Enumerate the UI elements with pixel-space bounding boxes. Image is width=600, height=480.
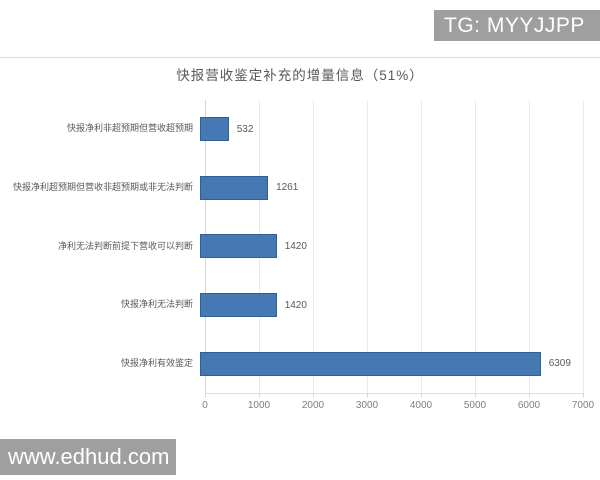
bar-row: 净利无法判断前提下营收可以判断 1420 [0,217,583,276]
bar-area: 1261 [200,159,578,218]
category-label: 快报净利无法判断 [120,299,193,310]
x-tick-label: 4000 [409,400,433,411]
tick-mark [205,393,206,397]
gridline [475,100,476,393]
bar [200,293,277,318]
bar-area: 1420 [200,217,578,276]
x-tick-label: 3000 [355,400,379,411]
value-label: 6309 [548,358,571,370]
tick-mark [475,393,476,397]
gridline [367,100,368,393]
site-watermark: www.edhud.com [0,439,176,475]
gridline [529,100,530,393]
tick-mark [583,393,584,397]
tick-mark [421,393,422,397]
value-label: 1420 [284,240,307,252]
gridline [313,100,314,393]
tick-mark [529,393,530,397]
x-tick-label: 2000 [301,400,325,411]
bar-row: 快报净利无法判断 1420 [0,276,583,335]
telegram-watermark: TG: MYYJJPP [434,10,600,41]
category-label: 快报净利有效鉴定 [120,357,193,368]
value-label: 532 [236,123,254,135]
category-label: 快报净利非超预期但营收超预期 [66,123,193,134]
x-tick-label: 5000 [463,400,487,411]
value-label: 1420 [284,299,307,311]
bar [200,175,269,200]
tick-mark [313,393,314,397]
site-watermark-text: www.edhud.com [8,444,170,469]
bar-row: 快报净利非超预期但营收超预期 532 [0,100,583,159]
bar-chart: 快报净利非超预期但营收超预期 532 快报净利超预期但营收非超预期或非无法判断 … [0,100,583,393]
bar-area: 1420 [200,276,578,335]
bar [200,234,277,259]
bar-area: 6309 [200,334,578,393]
bar-area: 532 [200,100,578,159]
telegram-watermark-text: TG: MYYJJPP [444,13,585,37]
gridline [421,100,422,393]
category-label: 净利无法判断前提下营收可以判断 [57,240,193,251]
category-label: 快报净利超预期但营收非超预期或非无法判断 [12,181,193,192]
x-axis-labels: 0 1000 2000 3000 4000 5000 6000 7000 [202,400,594,414]
x-tick-label: 7000 [571,400,595,411]
x-tick-label: 6000 [517,400,541,411]
tick-mark [259,393,260,397]
tick-mark [367,393,368,397]
bar [200,117,229,142]
x-tick-label: 1000 [247,400,271,411]
value-label: 1261 [276,182,299,194]
x-tick-label: 0 [202,400,208,411]
top-separator-line [0,57,600,58]
bar-row: 快报净利有效鉴定 6309 [0,334,583,393]
bar [200,351,541,376]
gridline [583,100,584,393]
x-axis-line [205,393,584,394]
chart-title: 快报营收鉴定补充的增量信息（51%） [176,68,424,83]
bar-row: 快报净利超预期但营收非超预期或非无法判断 1261 [0,159,583,218]
